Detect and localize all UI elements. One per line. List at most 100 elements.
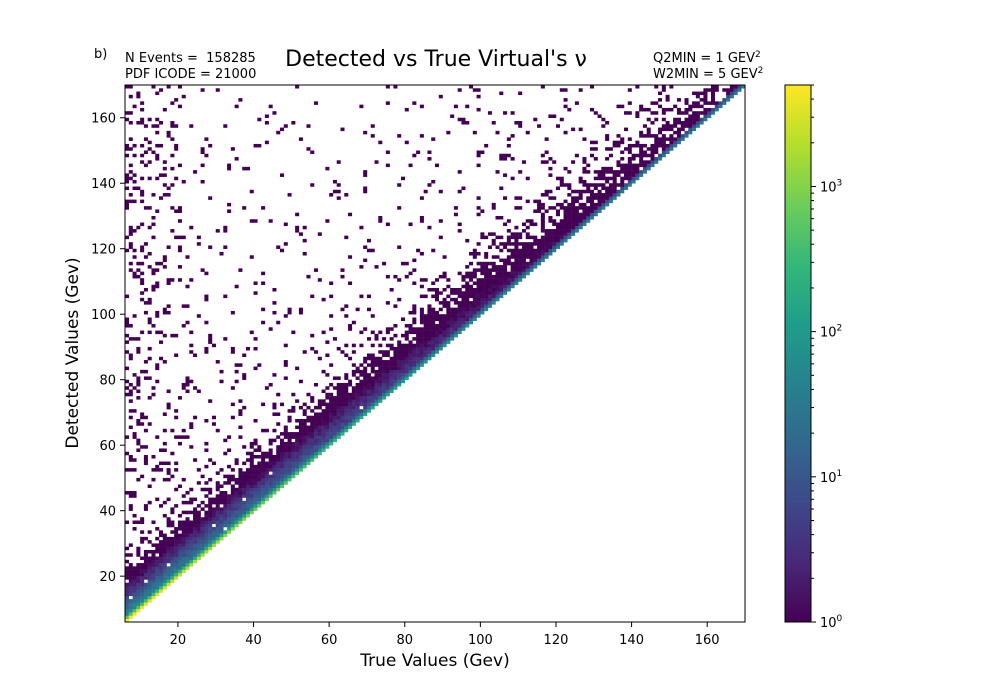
- histogram-cell: [336, 425, 341, 430]
- histogram-cell: [540, 229, 545, 233]
- histogram-cell: [729, 88, 734, 92]
- histogram-cell: [469, 288, 474, 292]
- histogram-cell: [427, 327, 432, 331]
- histogram-cell: [223, 510, 228, 515]
- histogram-cell: [654, 137, 659, 141]
- histogram-cell: [389, 379, 394, 384]
- histogram-cell: [329, 428, 334, 433]
- histogram-cell: [537, 248, 542, 253]
- histogram-cell: [435, 343, 440, 348]
- histogram-cell: [132, 513, 137, 518]
- histogram-cell: [676, 137, 681, 141]
- histogram-cell: [227, 517, 232, 521]
- histogram-cell: [174, 543, 179, 547]
- histogram-cell: [132, 612, 137, 616]
- histogram-cells: [125, 85, 746, 623]
- histogram-cell: [291, 409, 296, 413]
- histogram-cell: [389, 346, 394, 351]
- histogram-cell: [155, 117, 160, 122]
- histogram-cell: [529, 251, 534, 256]
- histogram-cell: [374, 356, 379, 361]
- histogram-cell: [155, 261, 160, 266]
- histogram-cell: [563, 225, 568, 230]
- histogram-cell: [280, 474, 285, 479]
- histogram-cell: [673, 143, 678, 148]
- histogram-cell: [442, 324, 447, 328]
- histogram-cell: [563, 130, 568, 135]
- histogram-cell: [155, 435, 160, 439]
- histogram-cell: [487, 297, 492, 302]
- histogram-cell: [469, 301, 474, 305]
- histogram-cell: [253, 497, 258, 502]
- histogram-cell: [317, 412, 322, 416]
- histogram-cell: [151, 582, 156, 587]
- histogram-cell: [397, 245, 402, 249]
- histogram-cell: [461, 320, 466, 325]
- histogram-cell: [136, 389, 141, 394]
- histogram-cell: [166, 520, 171, 525]
- histogram-cell: [363, 366, 368, 371]
- histogram-cell: [400, 346, 406, 351]
- histogram-cell: [491, 297, 496, 302]
- histogram-cell: [170, 428, 175, 433]
- histogram-cell: [484, 301, 489, 305]
- histogram-cell: [355, 376, 360, 380]
- histogram-cell: [174, 576, 179, 580]
- histogram-cell: [181, 540, 186, 544]
- histogram-cell: [268, 477, 273, 482]
- histogram-cell: [525, 176, 530, 181]
- histogram-cell: [128, 337, 133, 341]
- histogram-cell: [136, 396, 141, 400]
- histogram-cell: [166, 572, 171, 577]
- histogram-cell: [261, 451, 266, 456]
- histogram-cell: [661, 134, 666, 138]
- histogram-cell: [155, 549, 160, 554]
- histogram-cell: [147, 582, 152, 587]
- histogram-cell: [476, 107, 481, 112]
- histogram-cell: [567, 222, 572, 227]
- histogram-cell: [249, 471, 254, 475]
- histogram-cell: [283, 445, 288, 449]
- histogram-cell: [555, 186, 561, 191]
- histogram-cell: [291, 464, 296, 469]
- histogram-cell: [208, 517, 213, 521]
- histogram-cell: [404, 363, 409, 367]
- histogram-cell: [125, 592, 130, 597]
- histogram-cell: [185, 435, 190, 439]
- histogram-cell: [147, 579, 152, 583]
- histogram-cell: [408, 310, 413, 315]
- histogram-cell: [487, 281, 492, 285]
- histogram-cell: [185, 549, 190, 554]
- histogram-cell: [616, 189, 621, 194]
- histogram-cell: [548, 196, 553, 200]
- histogram-cell: [283, 455, 288, 459]
- histogram-cell: [435, 337, 440, 341]
- histogram-cell: [181, 530, 186, 534]
- histogram-cell: [174, 124, 179, 128]
- histogram-cell: [174, 566, 179, 570]
- histogram-cell: [692, 121, 697, 125]
- histogram-cell: [125, 186, 130, 191]
- histogram-cell: [442, 314, 447, 318]
- histogram-cell: [404, 356, 409, 361]
- histogram-cell: [162, 556, 167, 561]
- histogram-cell: [200, 543, 205, 547]
- histogram-cell: [684, 124, 689, 128]
- x-tick-label: 160: [695, 633, 720, 648]
- histogram-cell: [499, 153, 504, 158]
- histogram-cell: [264, 494, 269, 498]
- histogram-cell: [253, 143, 258, 148]
- histogram-cell: [540, 248, 545, 253]
- histogram-cell: [132, 579, 137, 583]
- histogram-cell: [321, 441, 326, 446]
- histogram-cell: [128, 615, 133, 619]
- histogram-cell: [397, 297, 402, 302]
- histogram-cell: [227, 523, 232, 528]
- histogram-cell: [400, 366, 406, 371]
- histogram-cell: [181, 566, 186, 570]
- histogram-cell: [325, 418, 330, 423]
- histogram-cell: [363, 245, 368, 249]
- histogram-cell: [457, 304, 462, 308]
- histogram-cell: [397, 353, 402, 358]
- histogram-cell: [412, 363, 417, 367]
